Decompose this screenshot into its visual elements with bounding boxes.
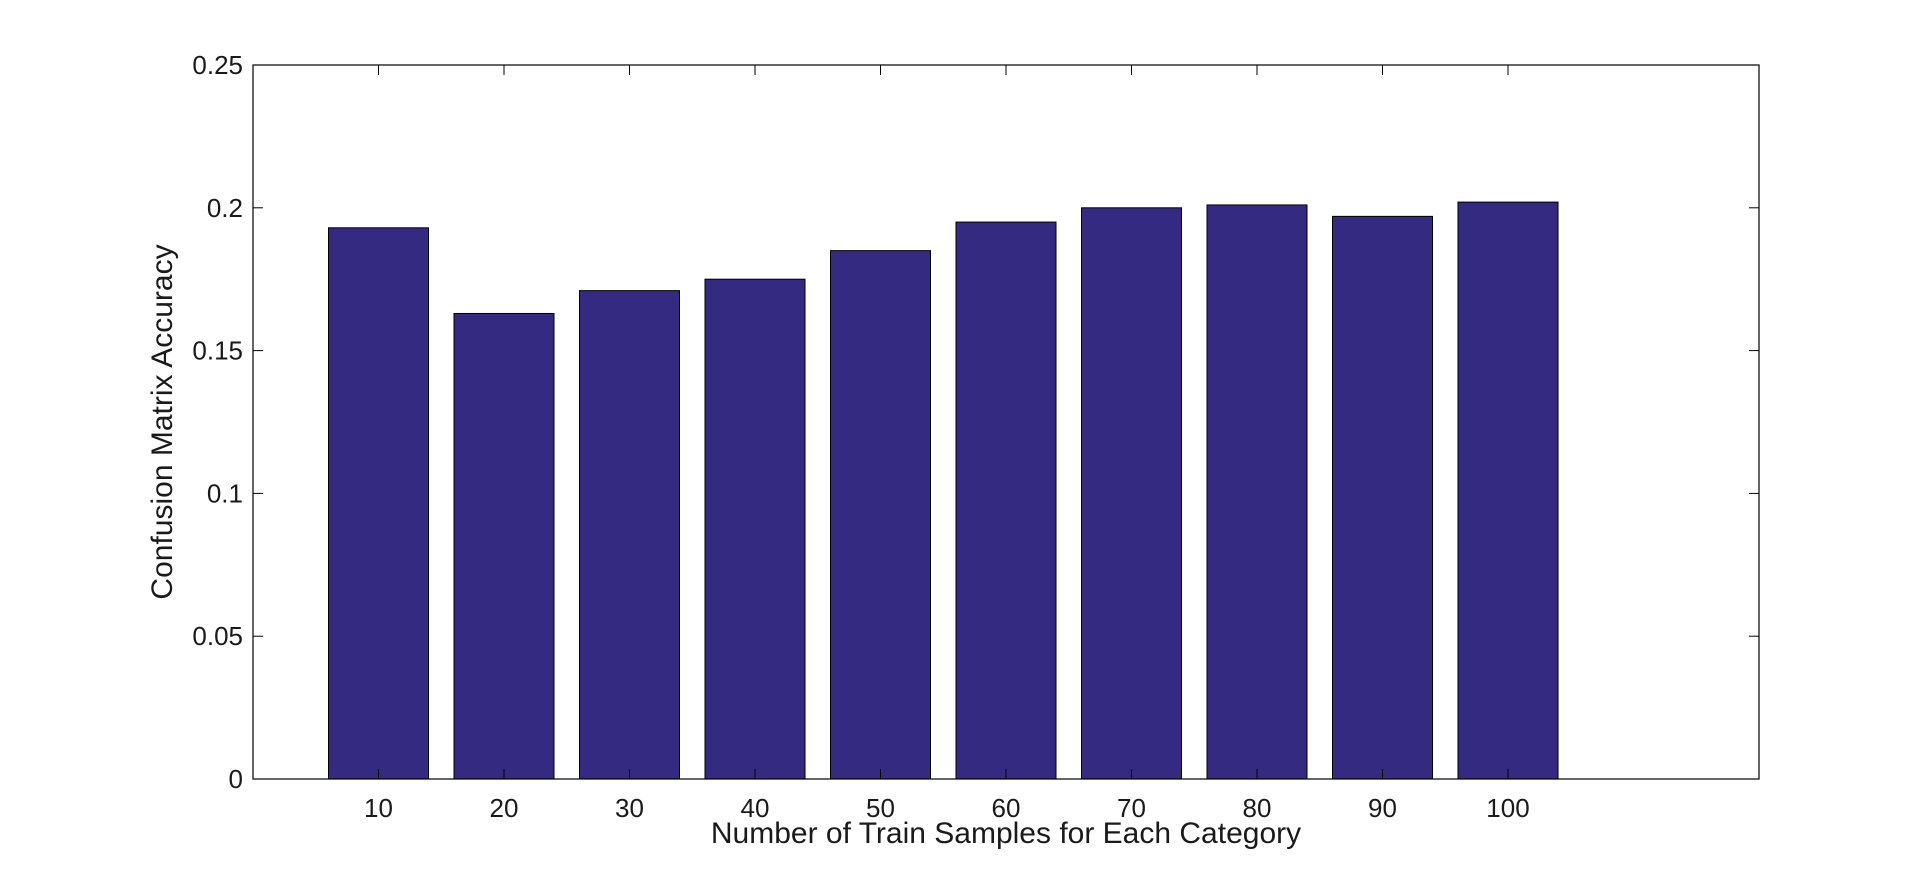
x-tick-label: 20	[490, 793, 519, 823]
y-tick-label: 0.25	[192, 50, 243, 80]
bar-60	[955, 221, 1057, 780]
x-tick-label: 60	[992, 793, 1021, 823]
x-tick-label: 70	[1117, 793, 1146, 823]
y-tick-label: 0.05	[192, 621, 243, 651]
y-axis-title: Confusion Matrix Accuracy	[146, 244, 179, 599]
x-tick-label: 50	[866, 793, 895, 823]
y-tick-label: 0.2	[207, 193, 243, 223]
bar-30	[579, 290, 680, 780]
y-tick-label: 0.1	[207, 478, 243, 508]
tick-labels-layer: 10 20 30 40 50 60 70 80 90 100 0 0.05 0.1 0.15 0.2 0.25	[192, 50, 1529, 823]
ticks-layer	[253, 64, 1759, 780]
x-tick-label: 90	[1368, 793, 1397, 823]
bar-10	[328, 227, 429, 780]
bar-100	[1457, 201, 1559, 780]
x-tick-label: 30	[615, 793, 644, 823]
bar-20	[453, 312, 555, 780]
bar-40	[704, 278, 806, 780]
x-tick-label: 40	[741, 793, 770, 823]
bar-80	[1206, 204, 1308, 780]
y-tick-label: 0	[229, 764, 243, 794]
bar-70	[1081, 207, 1182, 780]
x-tick-label: 80	[1243, 793, 1272, 823]
bars-layer	[328, 201, 1559, 780]
y-tick-label: 0.15	[192, 336, 243, 366]
x-tick-label: 10	[364, 793, 393, 823]
x-axis-title: Number of Train Samples for Each Categor…	[711, 817, 1301, 850]
bar-90	[1332, 215, 1433, 780]
bar-50	[830, 250, 931, 780]
x-tick-label: 100	[1486, 793, 1529, 823]
